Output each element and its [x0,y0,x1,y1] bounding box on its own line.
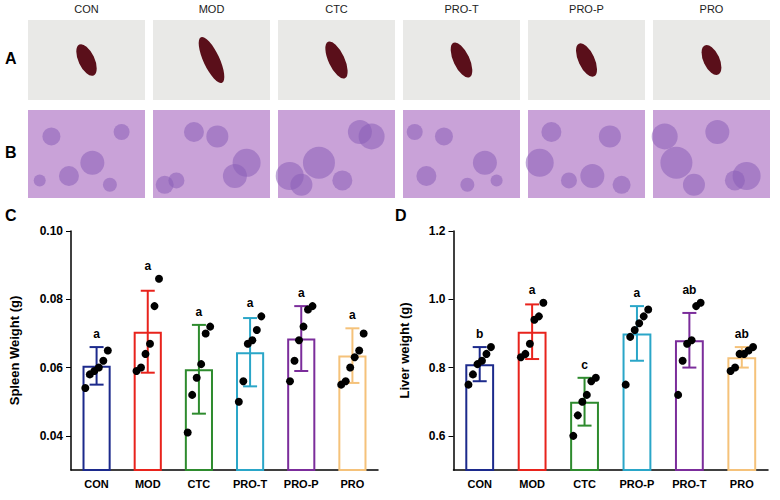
svg-text:CTC: CTC [573,478,596,490]
svg-text:ab: ab [735,327,749,341]
svg-text:0.04: 0.04 [40,429,64,443]
svg-text:PRO-P: PRO-P [620,478,655,490]
svg-text:0.8: 0.8 [429,361,446,375]
svg-text:1.0: 1.0 [429,292,446,306]
html-text:CTC: CTC [325,3,348,15]
html-text:D: D [395,207,407,224]
svg-text:CTC: CTC [188,478,211,490]
svg-text:0.06: 0.06 [40,361,64,375]
svg-text:b: b [476,327,483,341]
html-text:PRO-P: PRO-P [569,3,604,15]
html-text:A: A [5,50,17,67]
svg-text:a: a [196,305,203,319]
svg-text:0.10: 0.10 [40,224,64,238]
svg-text:a: a [247,296,254,310]
svg-text:0.08: 0.08 [40,292,64,306]
svg-text:CON: CON [84,478,109,490]
html-text:PRO: PRO [699,3,724,15]
svg-text:PRO-P: PRO-P [284,478,319,490]
svg-text:0.6: 0.6 [429,429,446,443]
svg-text:a: a [298,286,305,300]
html-text:CON: CON [74,3,99,15]
svg-text:Spleen Weight (g): Spleen Weight (g) [7,296,22,406]
html-text:C: C [5,207,17,224]
svg-text:CON: CON [467,478,492,490]
svg-text:MOD: MOD [519,478,545,490]
html-text:B: B [5,144,17,161]
svg-text:ab: ab [682,283,696,297]
svg-text:a: a [93,327,100,341]
svg-text:Liver weight (g): Liver weight (g) [397,302,412,398]
svg-text:PRO-T: PRO-T [672,478,707,490]
svg-text:c: c [581,358,588,372]
svg-text:1.2: 1.2 [429,224,446,238]
svg-text:a: a [529,283,536,297]
html-text:MOD: MOD [198,3,225,15]
svg-text:a: a [144,259,151,273]
svg-text:a: a [349,308,356,322]
svg-text:PRO: PRO [730,478,754,490]
svg-text:a: a [634,286,641,300]
svg-text:PRO-T: PRO-T [233,478,268,490]
html-text:PRO-T: PRO-T [444,3,479,15]
svg-text:PRO: PRO [340,478,364,490]
svg-text:MOD: MOD [135,478,161,490]
